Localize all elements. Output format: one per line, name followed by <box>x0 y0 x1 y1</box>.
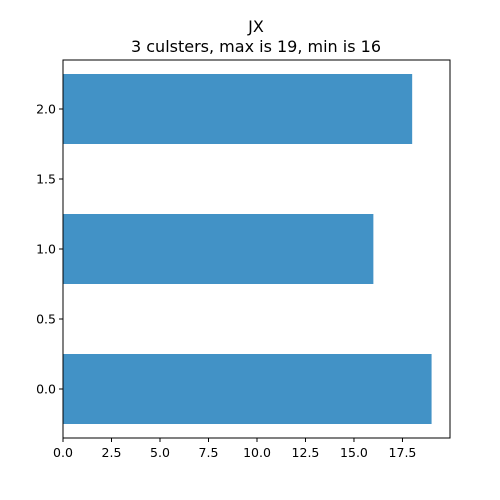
y-tick-label: 0.0 <box>36 382 56 397</box>
y-tick-label: 1.0 <box>36 242 56 257</box>
bar-0 <box>63 354 432 424</box>
y-tick-label: 1.5 <box>36 172 56 187</box>
chart-title: JX <box>247 17 264 36</box>
x-tick-label: 5.0 <box>150 445 170 460</box>
y-tick-label: 2.0 <box>36 102 56 117</box>
x-tick-label: 10.0 <box>243 445 271 460</box>
bar-2 <box>63 74 413 144</box>
y-axis: 0.0 0.5 1.0 1.5 2.0 <box>36 102 63 397</box>
x-axis: 0.0 2.5 5.0 7.5 10.0 12.5 15.0 17.5 <box>53 438 416 460</box>
x-tick-label: 0.0 <box>53 445 73 460</box>
x-tick-label: 17.5 <box>389 445 417 460</box>
chart-subtitle: 3 culsters, max is 19, min is 16 <box>131 37 381 56</box>
x-tick-label: 15.0 <box>340 445 368 460</box>
x-tick-label: 2.5 <box>102 445 122 460</box>
bar-1 <box>63 214 374 284</box>
bars-group <box>63 74 432 424</box>
x-tick-label: 12.5 <box>292 445 320 460</box>
y-tick-label: 0.5 <box>36 312 56 327</box>
x-tick-label: 7.5 <box>199 445 219 460</box>
